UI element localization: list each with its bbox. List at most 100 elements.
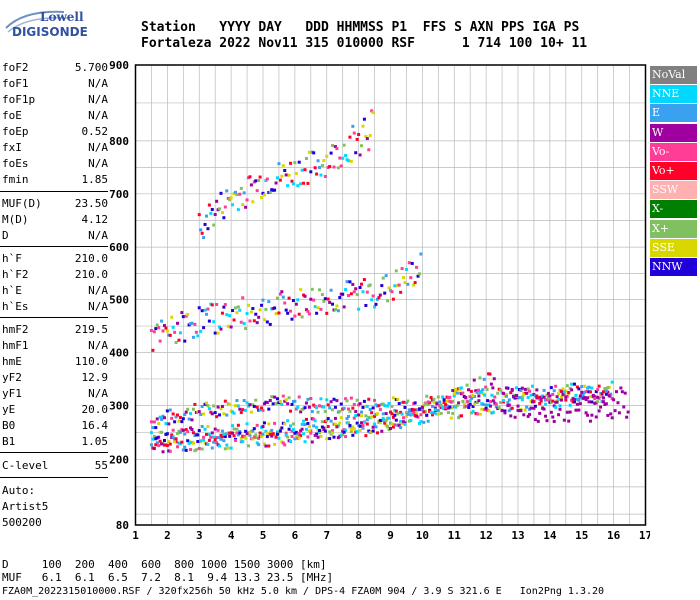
echo-point — [536, 419, 540, 423]
echo-point — [577, 408, 581, 412]
echo-point — [291, 422, 295, 426]
echo-point — [194, 448, 198, 452]
echo-point — [346, 421, 350, 425]
echo-point — [287, 396, 291, 400]
echo-point — [459, 386, 463, 390]
echo-point — [290, 179, 294, 183]
echo-point — [278, 399, 282, 403]
echo-point — [377, 404, 381, 408]
echo-point — [358, 153, 362, 157]
param-row: foF2 5.700 — [2, 60, 108, 76]
echo-point — [619, 386, 623, 390]
echo-point — [196, 440, 200, 444]
echo-point — [149, 329, 153, 333]
echo-point — [419, 413, 423, 417]
echo-point — [197, 410, 201, 414]
echo-point — [609, 412, 613, 416]
echo-point — [190, 321, 194, 325]
echo-point — [354, 151, 358, 155]
echo-point — [202, 236, 206, 240]
echo-point — [370, 298, 374, 302]
echo-point — [387, 416, 391, 420]
echo-point — [599, 405, 603, 409]
echo-point — [396, 412, 400, 416]
echo-point — [601, 390, 605, 394]
echo-point — [241, 408, 245, 412]
echo-point — [176, 431, 180, 435]
echo-point — [242, 321, 246, 325]
echo-point — [315, 172, 319, 176]
echo-point — [293, 161, 297, 165]
echo-point — [584, 397, 588, 401]
param-value: 16.4 — [81, 419, 109, 432]
echo-point — [558, 407, 562, 411]
echo-point — [278, 428, 282, 432]
echo-point — [467, 405, 471, 409]
echo-point — [219, 437, 223, 441]
echo-point — [213, 213, 217, 217]
echo-point — [207, 319, 211, 323]
echo-point — [504, 394, 508, 398]
x-tick-label: 1 — [132, 529, 139, 542]
echo-point — [254, 312, 258, 316]
echo-point — [220, 404, 224, 408]
param-value: 55 — [94, 459, 108, 472]
echo-point — [309, 170, 313, 174]
echo-point — [304, 401, 308, 405]
echo-point — [264, 444, 268, 448]
echo-point — [197, 429, 201, 433]
echo-point — [555, 395, 559, 399]
echo-point — [326, 417, 330, 421]
echo-point — [431, 413, 435, 417]
echo-point — [306, 435, 310, 439]
echo-point — [235, 427, 239, 431]
echo-point — [399, 426, 403, 430]
echo-point — [574, 408, 578, 412]
echo-point — [220, 211, 224, 215]
echo-point — [451, 411, 455, 415]
echo-point — [477, 388, 481, 392]
echo-point — [200, 309, 204, 313]
echo-point — [322, 159, 326, 163]
echo-point — [383, 404, 387, 408]
echo-point — [407, 408, 411, 412]
echo-point — [539, 397, 543, 401]
echo-point — [538, 401, 542, 405]
echo-point — [402, 420, 406, 424]
echo-point — [154, 327, 158, 331]
echo-point — [183, 413, 187, 417]
echo-point — [496, 391, 500, 395]
echo-point — [252, 427, 256, 431]
echo-point — [520, 398, 524, 402]
echo-point — [212, 404, 216, 408]
echo-point — [471, 404, 475, 408]
echo-point — [239, 411, 243, 415]
param-row: h`F2 210.0 — [2, 267, 108, 283]
echo-point — [365, 404, 369, 408]
echo-point — [390, 290, 394, 294]
echo-point — [168, 449, 172, 453]
echo-point — [186, 439, 190, 443]
echo-point — [361, 405, 365, 409]
footer-distance-row: D 100 200 400 600 800 1000 1500 3000 [km… — [2, 558, 327, 571]
echo-point — [275, 296, 279, 300]
echo-point — [312, 424, 316, 428]
echo-point — [289, 424, 293, 428]
echo-point — [168, 333, 172, 337]
echo-point — [546, 391, 550, 395]
echo-point — [222, 216, 226, 220]
echo-point — [452, 392, 456, 396]
echo-point — [302, 432, 306, 436]
echo-point — [223, 399, 227, 403]
echo-point — [349, 292, 353, 296]
echo-point — [346, 414, 350, 418]
echo-point — [284, 308, 288, 312]
echo-point — [287, 427, 291, 431]
echo-point — [464, 404, 468, 408]
echo-point — [467, 388, 471, 392]
echo-point — [329, 419, 333, 423]
echo-point — [371, 294, 375, 298]
echo-point — [349, 429, 353, 433]
auto-label: Auto: — [2, 484, 36, 497]
param-value: N/A — [88, 141, 108, 154]
